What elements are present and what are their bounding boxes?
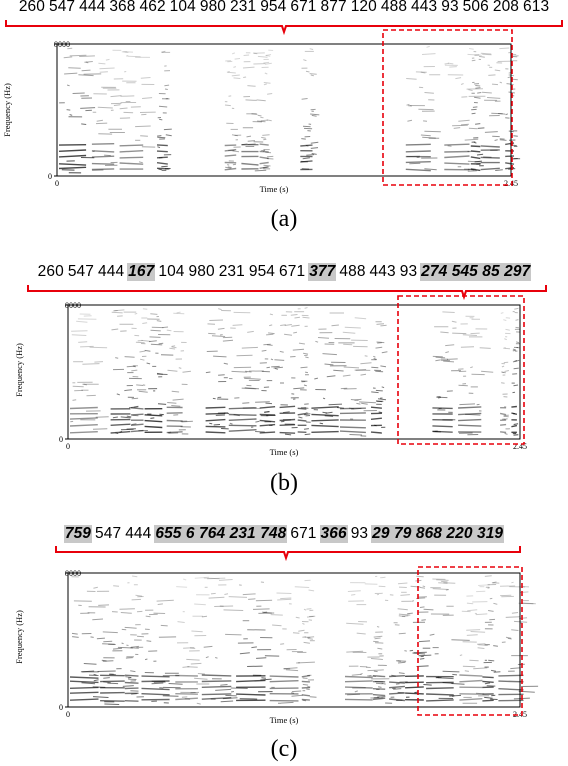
token: 260: [37, 263, 64, 280]
token: 444: [125, 525, 152, 542]
token-replaced: 759: [63, 525, 93, 543]
x-tick-label-right: 2.45: [513, 442, 527, 451]
spectrogram-frame: [67, 572, 521, 708]
y-tick-label-top: 8000: [54, 40, 70, 49]
spectrogram-texture: [69, 307, 521, 437]
token-replaced: 274 545 85 297: [420, 263, 532, 281]
token: 443: [369, 263, 396, 280]
token: 547: [48, 0, 76, 15]
token: 488: [380, 0, 408, 15]
y-tick-label-bottom: 0: [48, 172, 52, 181]
brace-a: [5, 20, 563, 36]
token: 208: [492, 0, 520, 15]
y-tick-label-top: 8000: [65, 301, 81, 310]
x-tick-label-right: 2.45: [504, 179, 518, 188]
y-tick-label-bottom: 0: [59, 703, 63, 712]
x-axis-label: Time (s): [270, 715, 299, 725]
highlight-region-box: [397, 295, 525, 445]
y-axis-label: Frequency (Hz): [14, 343, 24, 397]
y-axis-label: Frequency (Hz): [14, 610, 24, 664]
highlight-region-box: [382, 29, 513, 186]
token: 260: [18, 0, 45, 15]
brace-b: [27, 285, 547, 301]
token: 104: [169, 0, 196, 15]
spectrogram-b: 8000 00 2.45 Time (s) Frequency (Hz): [14, 295, 527, 457]
token: 613: [523, 0, 550, 15]
highlight-region-box: [417, 566, 523, 716]
spectrogram-texture: [69, 575, 539, 705]
token: 488: [339, 263, 366, 280]
token: 506: [462, 0, 489, 15]
token: 93: [441, 0, 459, 15]
x-tick-label-right: 2.45: [513, 710, 527, 719]
token: 231: [230, 0, 257, 15]
x-tick-label-left: 0: [66, 710, 70, 719]
spectrogram-frame: [56, 43, 512, 177]
token: 120: [350, 0, 377, 15]
caption-a: (a): [270, 206, 298, 232]
token: 671: [290, 0, 317, 15]
token: 93: [350, 525, 369, 542]
caption-c: (c): [270, 736, 298, 762]
token: 547: [95, 525, 122, 542]
token-replaced: 167: [127, 263, 156, 281]
token-sequence-c: 759 547 444 655 6 764 231 748 671 366 93 29 79 …: [0, 525, 568, 543]
token: 231: [218, 263, 245, 280]
brace-c: [55, 546, 521, 562]
token: 104: [158, 263, 185, 280]
token: 444: [79, 0, 106, 15]
panel-b: 260 547 444 167 104 980 231 954 671 377 488 443 93 27…: [0, 263, 568, 496]
token: 547: [67, 263, 94, 280]
token: 671: [290, 525, 317, 542]
spectrogram-a: 8000 00 2.45 Time (s) Frequency (Hz): [2, 29, 521, 194]
x-tick-label-left: 0: [66, 442, 70, 451]
token: 877: [320, 0, 347, 15]
y-tick-label-top: 8000: [65, 569, 81, 578]
token-sequence-b: 260 547 444 167 104 980 231 954 671 377 488 443 93 27…: [0, 263, 568, 281]
token-replaced: 655 6 764 231 748: [154, 525, 288, 543]
token: 462: [139, 0, 166, 15]
token-replaced: 377: [308, 263, 337, 281]
panel-a: 260 547 444 368 462 104 980 231 954 671 877 120 488 4…: [0, 0, 568, 250]
spectrogram-texture: [58, 45, 521, 174]
caption-b: (b): [270, 470, 298, 496]
token: 93: [399, 263, 418, 280]
token-replaced: 366: [319, 525, 348, 543]
token: 368: [109, 0, 136, 15]
token: 444: [98, 263, 125, 280]
x-axis-label: Time (s): [270, 447, 299, 457]
spectrogram-frame: [67, 304, 521, 440]
y-axis-label: Frequency (Hz): [2, 83, 12, 137]
x-axis-label: Time (s): [260, 184, 289, 194]
x-tick-label-left: 0: [55, 179, 59, 188]
token: 954: [248, 263, 276, 280]
token: 980: [199, 0, 227, 15]
y-tick-label-bottom: 0: [59, 435, 63, 444]
token-replaced: 29 79 868 220 319: [371, 525, 505, 543]
token: 671: [279, 263, 306, 280]
token-sequence-a: 260 547 444 368 462 104 980 231 954 671 877 120 488 4…: [0, 0, 568, 16]
token: 443: [411, 0, 438, 15]
token: 980: [188, 263, 215, 280]
token: 954: [260, 0, 287, 15]
